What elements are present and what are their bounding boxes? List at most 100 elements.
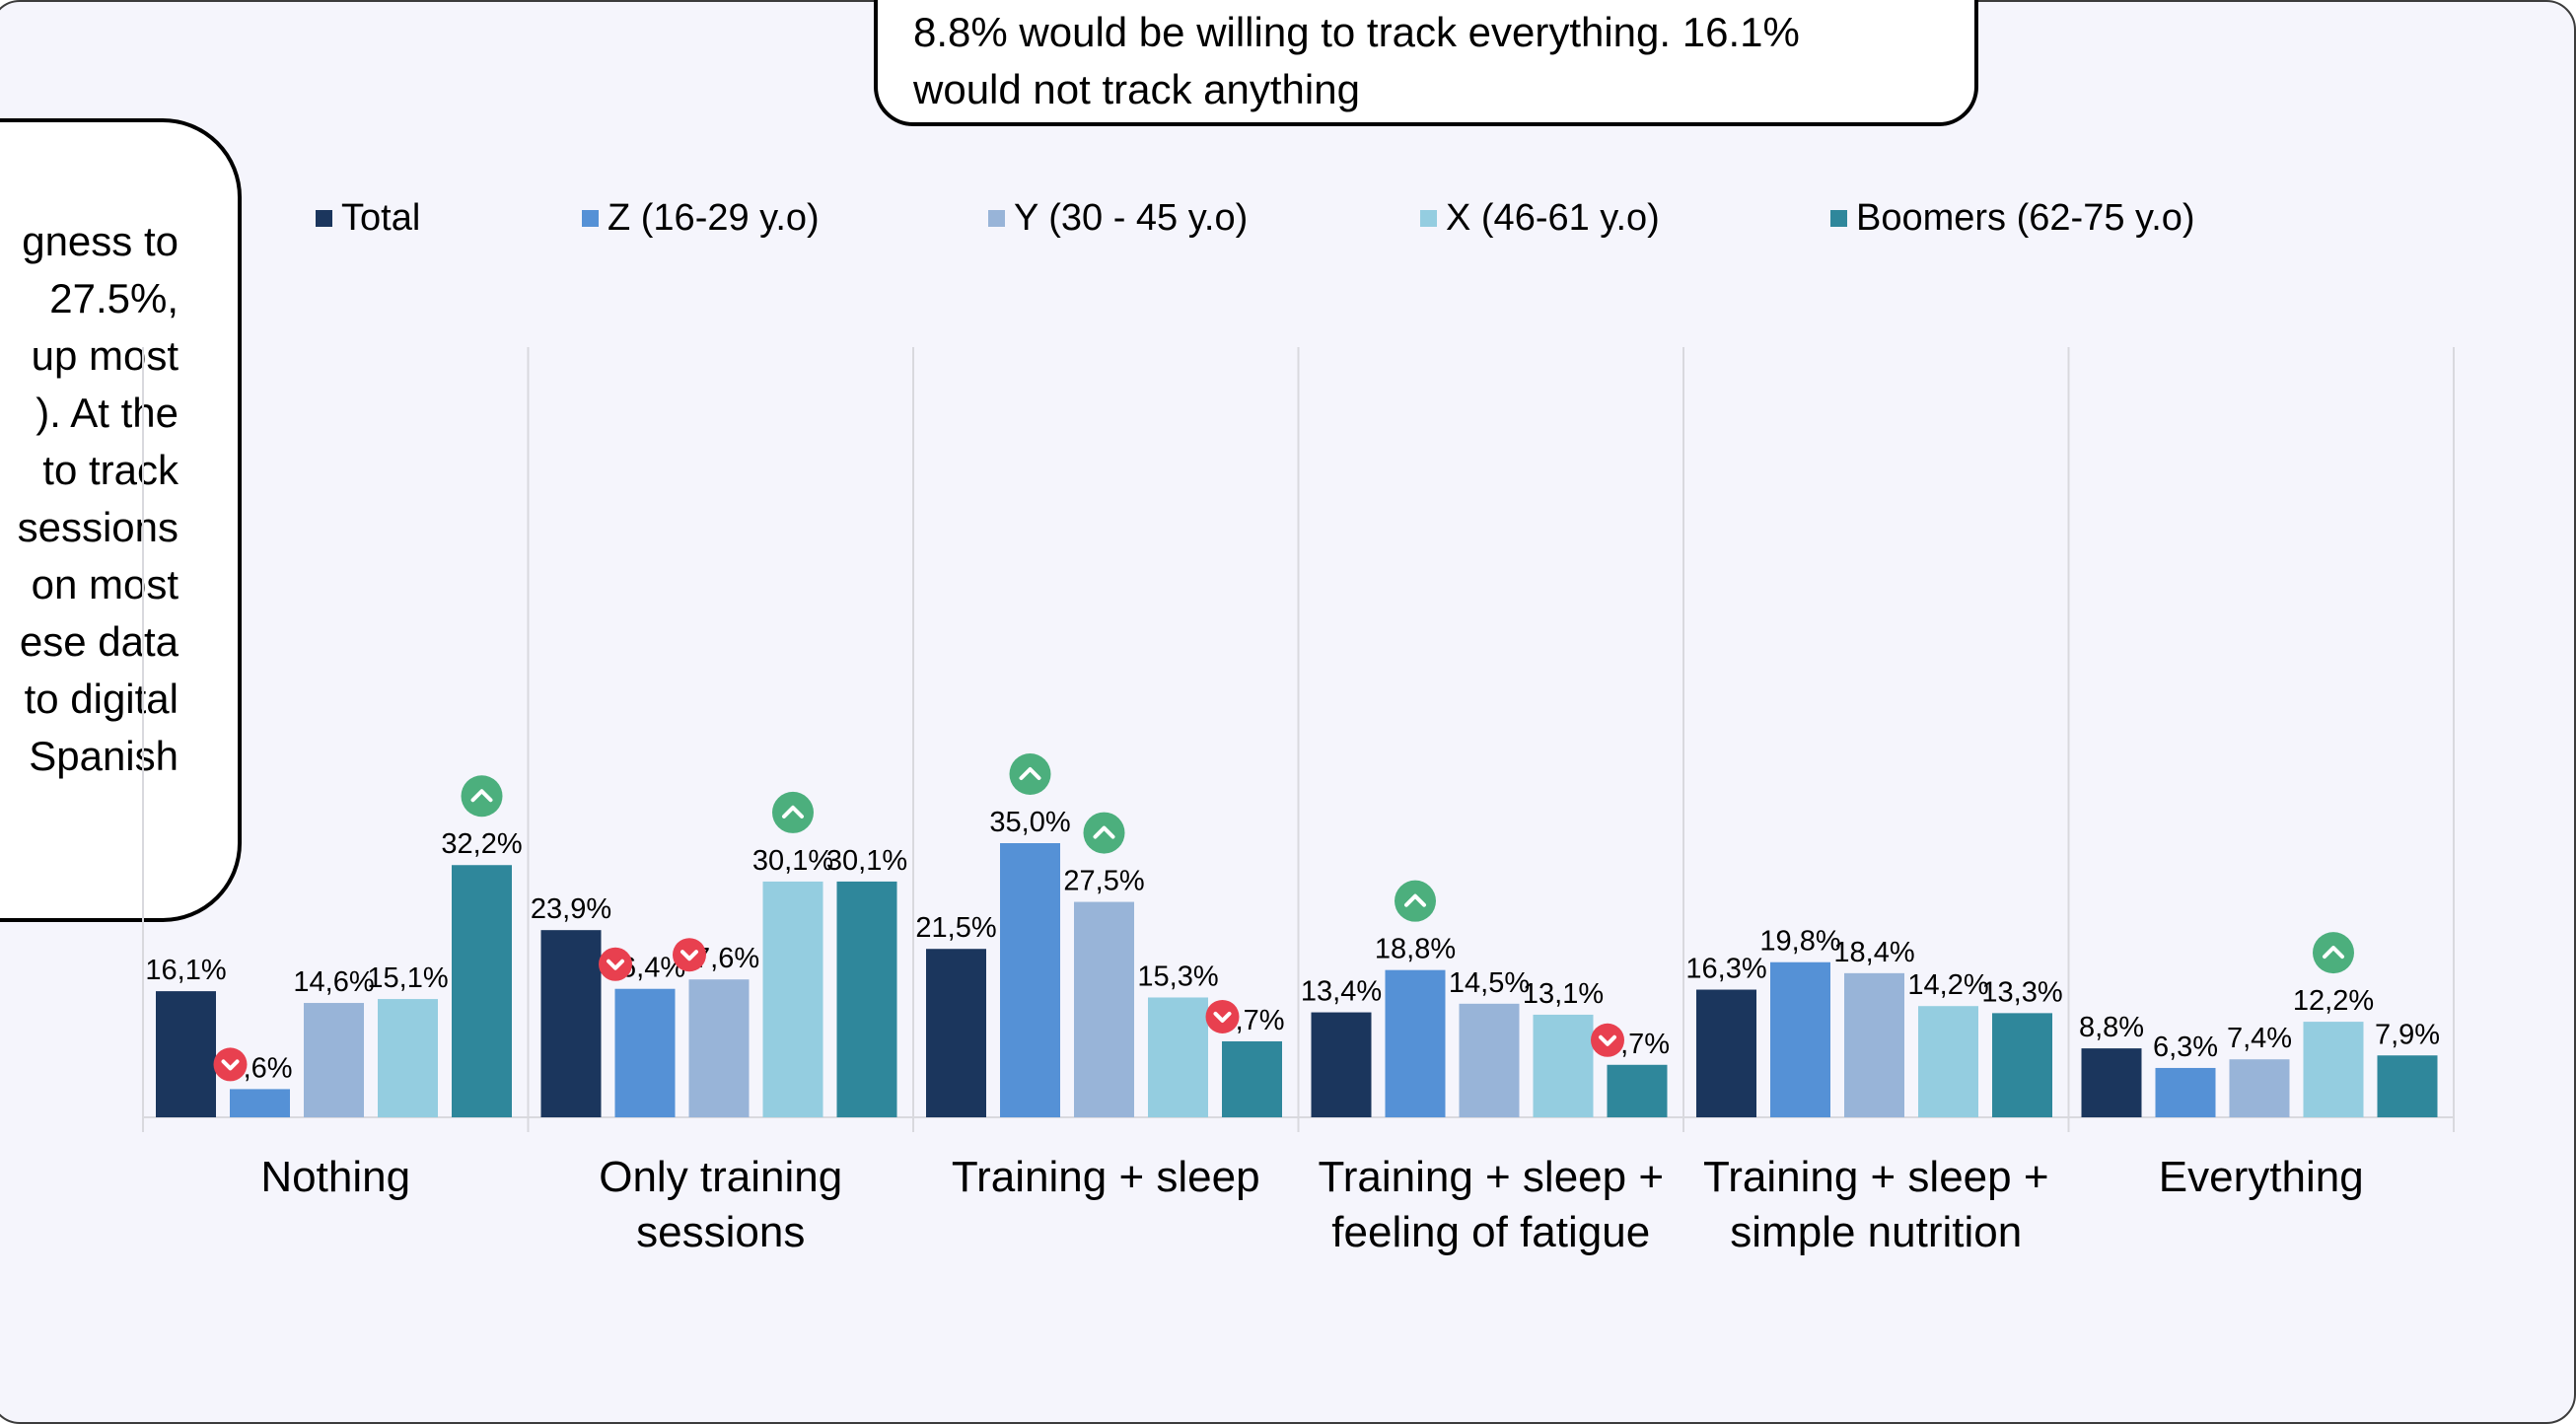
data-label-x-1: 30,1%: [752, 845, 833, 877]
data-label-boomers-0: 32,2%: [441, 828, 522, 860]
data-label-x-0: 15,1%: [367, 962, 448, 994]
trend-down-icon: [1591, 1023, 1624, 1057]
x-tick-label-4: Training + sleep +: [1703, 1153, 2049, 1201]
bar-boomers-5: [2377, 1055, 2438, 1117]
legend-label-z: Z (16-29 y.o): [608, 196, 820, 239]
data-label-y-3: 14,5%: [1449, 967, 1530, 999]
legend-label-boomers: Boomers (62-75 y.o): [1856, 196, 2195, 239]
bar-boomers-1: [836, 881, 897, 1117]
bar-boomers-4: [1992, 1013, 2052, 1117]
bar-x-4: [1918, 1006, 1978, 1117]
legend-item-boomers: Boomers (62-75 y.o): [1830, 195, 2195, 241]
data-label-boomers-5: 7,9%: [2375, 1019, 2440, 1050]
legend-swatch-z: [582, 209, 599, 227]
bar-x-3: [1533, 1014, 1594, 1117]
bar-boomers-3: [1607, 1064, 1668, 1117]
data-label-z-3: 18,8%: [1375, 934, 1456, 965]
bar-total-5: [2081, 1048, 2142, 1117]
summary-callout-top-line-2: would not track anything: [913, 66, 1360, 112]
bar-total-0: [156, 991, 216, 1117]
trend-down-icon: [673, 938, 706, 972]
callout-left-line: gness to: [22, 218, 179, 264]
legend-swatch-total: [316, 209, 332, 227]
callout-left-line: up most: [31, 332, 179, 379]
legend-swatch-boomers: [1830, 209, 1847, 227]
bar-boomers-0: [452, 865, 512, 1117]
chevron-down-icon: [221, 1059, 240, 1071]
bar-total-3: [1311, 1012, 1372, 1117]
data-label-total-3: 13,4%: [1301, 976, 1382, 1008]
bar-y-1: [688, 979, 750, 1117]
bar-y-5: [2229, 1059, 2290, 1117]
legend-item-total: Total: [316, 195, 420, 241]
bar-y-2: [1074, 901, 1134, 1117]
chevron-up-icon: [1019, 767, 1041, 780]
bar-boomers-2: [1222, 1040, 1282, 1117]
bar-z-3: [1385, 969, 1446, 1117]
trend-down-icon: [599, 947, 632, 981]
bar-z-1: [614, 988, 676, 1117]
bar-x-5: [2303, 1022, 2364, 1117]
trend-up-icon: [1009, 753, 1051, 795]
summary-callout-top-line-1: 8.8% would be willing to track everythin…: [913, 9, 1800, 55]
callout-left-line: Spanish: [29, 733, 179, 779]
chevron-up-icon: [2323, 946, 2344, 960]
legend-swatch-x: [1420, 209, 1437, 227]
data-label-total-5: 8,8%: [2079, 1012, 2144, 1043]
legend-swatch-y: [988, 209, 1005, 227]
trend-up-icon: [1083, 812, 1125, 854]
data-label-z-2: 35,0%: [989, 807, 1070, 838]
callout-left-line: ). At the: [36, 390, 179, 436]
x-tick-label-0: Nothing: [260, 1153, 410, 1201]
legend-item-z: Z (16-29 y.o): [582, 195, 820, 241]
callout-left-line: 27.5%,: [49, 275, 179, 321]
data-label-total-0: 16,1%: [145, 955, 226, 986]
chevron-up-icon: [782, 805, 804, 819]
bar-x-2: [1148, 997, 1208, 1117]
callout-left-line: to digital: [24, 676, 179, 722]
bar-y-3: [1459, 1003, 1520, 1117]
data-label-boomers-1: 30,1%: [826, 845, 907, 877]
data-label-x-5: 12,2%: [2293, 985, 2374, 1017]
data-label-y-0: 14,6%: [293, 966, 374, 998]
bar-x-1: [762, 881, 823, 1117]
data-label-y-4: 18,4%: [1833, 937, 1914, 968]
data-label-x-2: 15,3%: [1137, 961, 1218, 992]
bar-z-2: [1000, 843, 1060, 1117]
chevron-up-icon: [1093, 825, 1115, 839]
trend-down-icon: [213, 1047, 248, 1082]
data-label-x-3: 13,1%: [1523, 978, 1604, 1010]
legend-label-y: Y (30 - 45 y.o): [1014, 196, 1249, 239]
x-tick-label-1: sessions: [636, 1208, 805, 1256]
data-label-y-5: 7,4%: [2227, 1023, 2292, 1054]
summary-callout-top: 8.8% would be willing to track everythin…: [874, 0, 1978, 126]
data-label-x-4: 14,2%: [1907, 969, 1988, 1001]
x-tick-label-1: Only training: [599, 1153, 842, 1201]
legend-label-x: X (46-61 y.o): [1446, 196, 1660, 239]
x-tick-label-5: Everything: [2159, 1153, 2364, 1201]
callout-left-line: to track: [42, 447, 179, 493]
callout-left-line: sessions: [17, 504, 179, 550]
chevron-up-icon: [1404, 893, 1426, 907]
chevron-down-icon: [680, 950, 698, 961]
data-label-total-4: 16,3%: [1685, 954, 1766, 985]
bar-y-4: [1844, 972, 1904, 1117]
data-label-boomers-4: 13,3%: [1981, 976, 2062, 1008]
data-label-total-1: 23,9%: [531, 893, 611, 925]
bar-x-0: [378, 999, 438, 1117]
chevron-up-icon: [470, 789, 493, 803]
bar-z-5: [2155, 1067, 2216, 1117]
data-label-total-2: 21,5%: [915, 912, 996, 944]
data-label-z-4: 19,8%: [1759, 926, 1840, 958]
callout-left-line: on most: [31, 561, 179, 607]
data-label-y-2: 27,5%: [1063, 866, 1144, 897]
chevron-down-icon: [1599, 1034, 1616, 1046]
bar-total-4: [1696, 989, 1756, 1117]
trend-up-icon: [461, 775, 503, 818]
x-tick-label-4: simple nutrition: [1730, 1208, 2022, 1256]
summary-callout-left: gness to 27.5%, up most ). At the to tra…: [0, 118, 242, 922]
bar-total-1: [540, 930, 602, 1117]
callout-left-line: ese data: [19, 618, 179, 665]
trend-up-icon: [772, 791, 814, 833]
